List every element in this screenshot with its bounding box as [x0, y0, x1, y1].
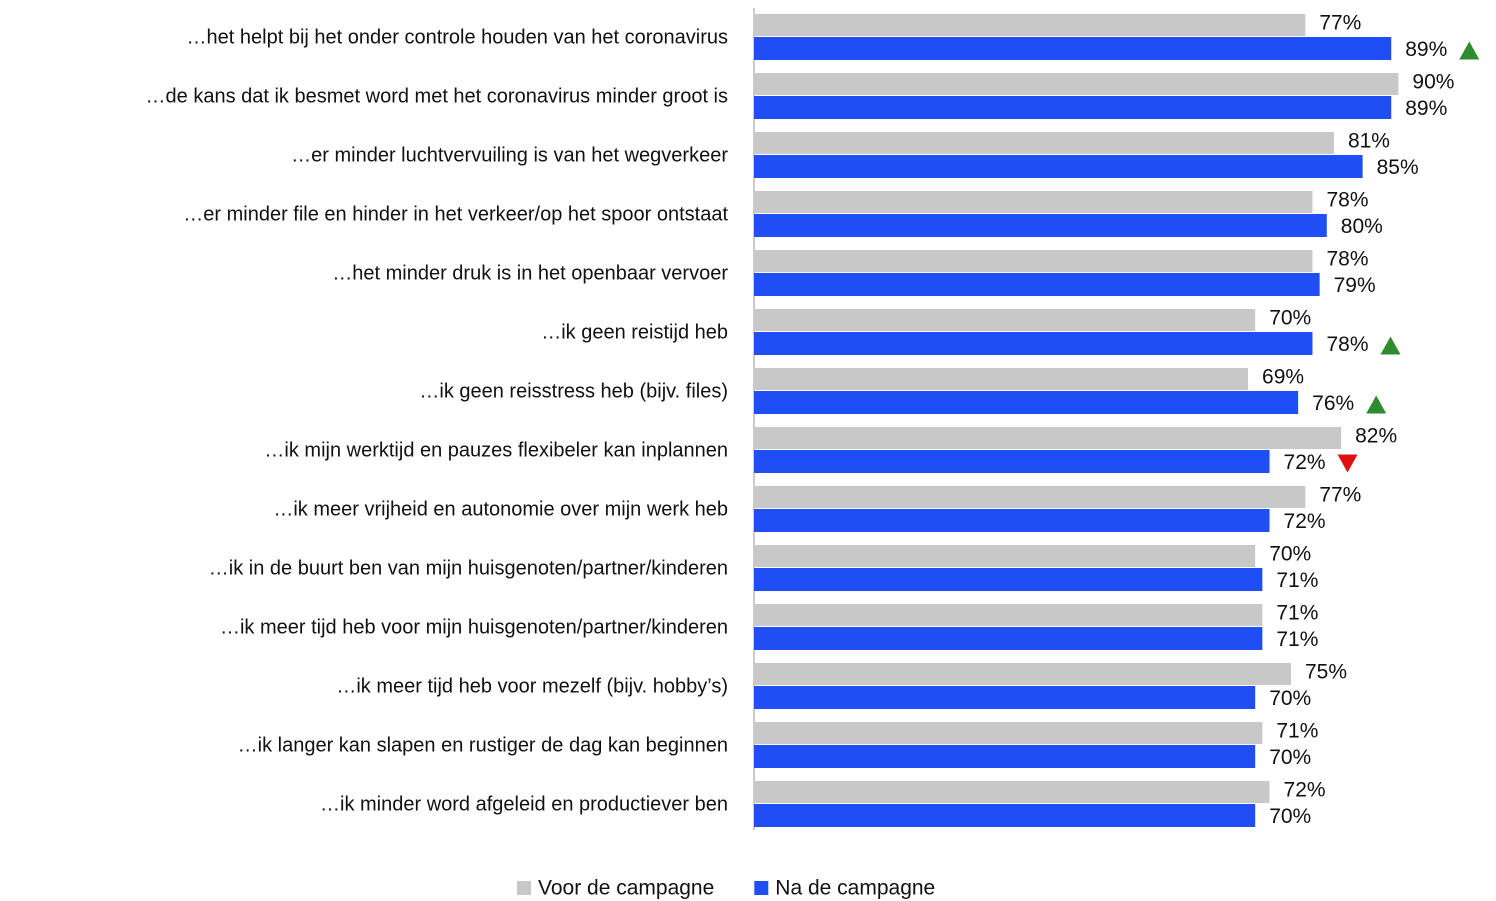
value-label: 72%	[1284, 779, 1326, 802]
bar	[754, 745, 1256, 768]
value-label: 71%	[1276, 720, 1318, 743]
value-label: 71%	[1276, 628, 1318, 651]
value-label: 80%	[1341, 215, 1383, 238]
bar	[754, 96, 1392, 119]
value-label: 78%	[1326, 333, 1368, 356]
bar	[754, 309, 1256, 331]
bar	[754, 391, 1299, 414]
bar	[754, 781, 1270, 803]
bar	[754, 332, 1313, 355]
category-label: …er minder file en hinder in het verkeer…	[183, 203, 728, 225]
category-label: …ik geen reistijd heb	[541, 321, 728, 343]
bar	[754, 804, 1256, 827]
value-label: 71%	[1276, 569, 1318, 592]
category-label: …ik minder word afgeleid en productiever…	[320, 793, 728, 815]
significance-marker	[1459, 41, 1480, 60]
value-label: 77%	[1319, 12, 1361, 35]
bar	[754, 604, 1263, 626]
value-label: 78%	[1326, 248, 1368, 271]
value-label: 90%	[1412, 71, 1454, 94]
category-label: …het helpt bij het onder controle houden…	[187, 26, 728, 48]
legend-label: Na de campagne	[775, 877, 935, 900]
legend-swatch	[754, 881, 769, 895]
bar	[754, 214, 1327, 237]
bar	[754, 155, 1363, 178]
bar	[754, 250, 1313, 272]
category-label: …ik geen reisstress heb (bijv. files)	[419, 380, 728, 402]
value-label: 72%	[1284, 451, 1326, 474]
value-label: 79%	[1334, 274, 1376, 297]
category-label: …ik in de buurt ben van mijn huisgenoten…	[209, 557, 728, 579]
category-label: …ik meer tijd heb voor mijn huisgenoten/…	[220, 616, 728, 638]
value-label: 77%	[1319, 484, 1361, 507]
bar	[754, 273, 1320, 296]
value-label: 75%	[1305, 661, 1347, 684]
value-label: 70%	[1269, 805, 1311, 828]
value-label: 70%	[1269, 687, 1311, 710]
bar	[754, 73, 1399, 95]
value-label: 70%	[1269, 746, 1311, 769]
bar	[754, 686, 1256, 709]
value-label: 89%	[1405, 97, 1447, 120]
value-label: 72%	[1284, 510, 1326, 533]
bar	[754, 722, 1263, 744]
value-label: 81%	[1348, 130, 1390, 153]
category-label: …ik meer tijd heb voor mezelf (bijv. hob…	[336, 675, 728, 697]
bar	[754, 627, 1263, 650]
value-label: 89%	[1405, 38, 1447, 61]
bar	[754, 37, 1392, 60]
category-label: …de kans dat ik besmet word met het coro…	[146, 85, 728, 107]
value-label: 76%	[1312, 392, 1354, 415]
value-label: 71%	[1276, 602, 1318, 625]
category-label: …ik langer kan slapen en rustiger de dag…	[238, 734, 728, 756]
bar	[754, 368, 1249, 390]
value-label: 70%	[1269, 543, 1311, 566]
value-label: 78%	[1326, 189, 1368, 212]
category-label: …er minder luchtvervuiling is van het we…	[291, 144, 728, 166]
significance-marker	[1380, 336, 1401, 355]
legend-label: Voor de campagne	[538, 877, 714, 900]
bar	[754, 486, 1306, 508]
bar	[754, 509, 1270, 532]
legend-swatch	[517, 881, 531, 895]
bar	[754, 132, 1334, 154]
bar	[754, 427, 1342, 449]
bar	[754, 14, 1306, 36]
value-label: 82%	[1355, 425, 1397, 448]
bar	[754, 568, 1263, 591]
significance-marker	[1366, 395, 1387, 414]
category-label: …het minder druk is in het openbaar verv…	[332, 262, 728, 284]
category-label: …ik mijn werktijd en pauzes flexibeler k…	[264, 439, 728, 461]
value-label: 70%	[1269, 307, 1311, 330]
bar	[754, 545, 1256, 567]
category-label: …ik meer vrijheid en autonomie over mijn…	[273, 498, 728, 520]
bar	[754, 450, 1270, 473]
significance-marker	[1337, 454, 1358, 473]
value-label: 69%	[1262, 366, 1304, 389]
bar	[754, 191, 1313, 213]
value-label: 85%	[1377, 156, 1419, 179]
bar	[754, 663, 1291, 685]
